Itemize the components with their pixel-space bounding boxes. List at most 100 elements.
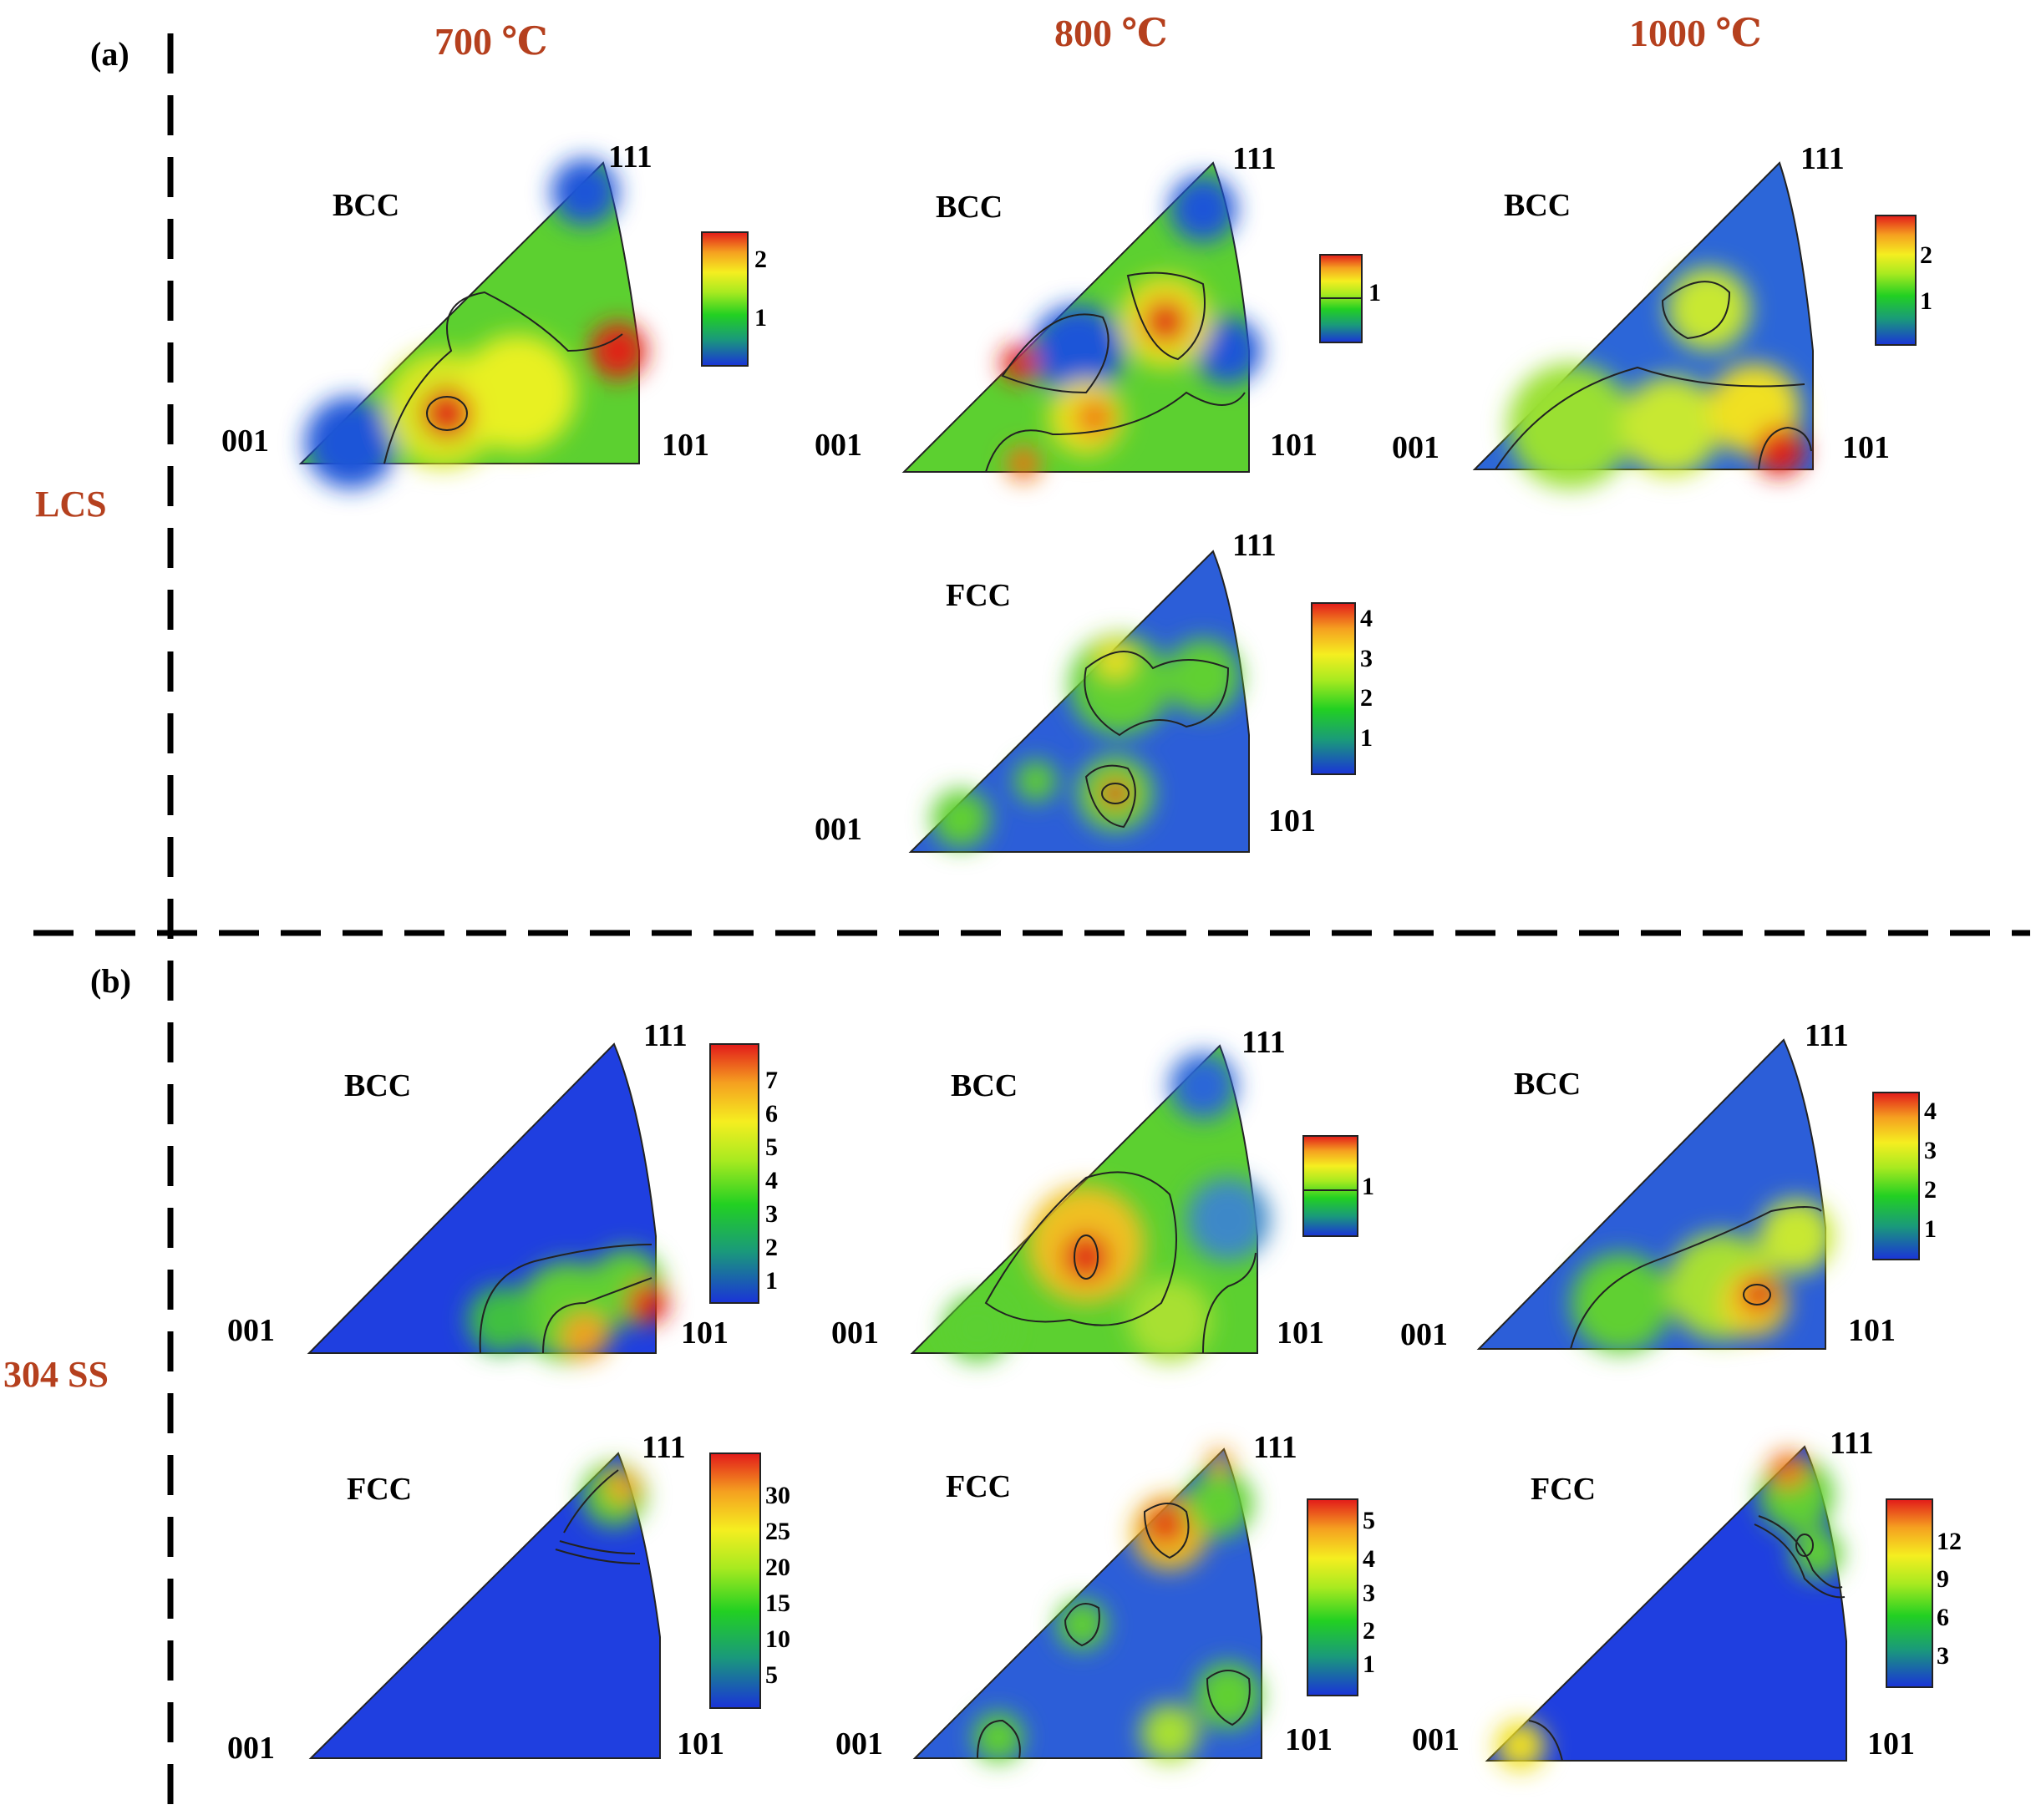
contour-line — [1570, 1206, 1822, 1350]
ipf-lcs-800-fcc: FCC 111 001 101 4 3 2 1 — [815, 528, 1373, 853]
scale-tick-label: 1 — [1924, 1215, 1937, 1243]
ipf-ss-800-fcc: FCC 111 001 101 5 4 3 2 1 — [835, 1430, 1375, 1762]
scale-tick-label: 2 — [754, 246, 767, 273]
corner-label-001: 001 — [835, 1726, 883, 1762]
corner-label-101: 101 — [1867, 1726, 1915, 1762]
texture-hotspots — [944, 1052, 1270, 1361]
color-scale-bar — [709, 1043, 759, 1304]
scale-tick-label: 5 — [765, 1661, 778, 1689]
corner-label-101: 101 — [1842, 430, 1890, 465]
contour-line — [1064, 1603, 1100, 1647]
scale-tick-label: 12 — [1937, 1528, 1962, 1555]
scale-tick-label: 1 — [1368, 279, 1381, 307]
scale-tick-label: 3 — [1937, 1642, 1949, 1670]
scale-tick-label: 1 — [765, 1267, 778, 1295]
corner-label-101: 101 — [1848, 1313, 1896, 1348]
scale-tick-label: 10 — [765, 1625, 790, 1653]
scale-tick-label: 1 — [1360, 724, 1373, 752]
phase-label: BCC — [333, 188, 399, 223]
corner-label-111: 111 — [643, 1018, 688, 1053]
scale-tick-label: 2 — [1363, 1617, 1375, 1645]
corner-label-111: 111 — [642, 1430, 686, 1465]
ipf-ss-700-bcc: BCC 111 001 101 7 6 5 4 3 2 1 — [227, 1018, 778, 1361]
corner-label-111: 111 — [1805, 1018, 1849, 1053]
contour-line — [985, 391, 1246, 473]
scale-tick-label: 3 — [1924, 1137, 1937, 1164]
ipf-ss-1000-fcc: FCC 111 001 101 12 9 6 3 — [1412, 1426, 1962, 1771]
contour-peak — [1795, 1534, 1814, 1557]
column-header-1000: 1000 ℃ — [1629, 12, 1762, 54]
phase-label: BCC — [1514, 1067, 1581, 1102]
contour-line — [1126, 271, 1206, 361]
corner-label-101: 101 — [1270, 428, 1318, 463]
phase-label: BCC — [936, 190, 1003, 225]
ipf-ss-1000-bcc: BCC 111 001 101 4 3 2 1 — [1400, 1018, 1937, 1353]
color-scale-bar — [1311, 602, 1356, 775]
contour-peak — [426, 396, 468, 431]
corner-label-111: 111 — [1830, 1426, 1874, 1461]
phase-label: BCC — [951, 1068, 1018, 1103]
corner-label-111: 111 — [1253, 1430, 1297, 1465]
scale-tick-label: 1 — [1920, 287, 1932, 315]
corner-label-001: 001 — [815, 428, 862, 463]
contour-line — [559, 1540, 636, 1554]
contour-line — [563, 1469, 619, 1534]
color-scale-bar — [1875, 215, 1917, 346]
contour-line — [1206, 1670, 1251, 1726]
phase-label: FCC — [946, 578, 1011, 613]
contour-line — [542, 1277, 652, 1354]
ipf-ss-700-fcc: FCC 111 001 101 30 25 20 15 10 5 — [227, 1430, 790, 1766]
scale-tick-label: 30 — [765, 1482, 790, 1509]
corner-label-001: 001 — [221, 423, 269, 459]
scale-tick-label: 5 — [1363, 1507, 1375, 1534]
texture-hotspots — [1508, 267, 1805, 489]
scale-tick-label: 4 — [1924, 1098, 1937, 1125]
scale-tick-label: 6 — [1937, 1604, 1949, 1631]
texture-hotspots — [468, 1249, 668, 1361]
corner-label-001: 001 — [227, 1731, 275, 1766]
corner-label-111: 111 — [1232, 528, 1277, 563]
contour-line — [1758, 426, 1812, 470]
contour-line — [1661, 281, 1731, 340]
column-header-700: 700 ℃ — [434, 20, 548, 63]
ipf-ss-800-bcc: BCC 111 001 101 1 — [831, 1025, 1374, 1361]
color-scale-bar — [1886, 1498, 1933, 1688]
corner-label-001: 001 — [815, 812, 862, 847]
contour-line — [977, 1719, 1021, 1759]
corner-label-001: 001 — [831, 1316, 879, 1351]
scale-tick-label: 4 — [1363, 1545, 1375, 1573]
contour-line — [1084, 764, 1136, 829]
corner-label-001: 001 — [1392, 430, 1439, 465]
color-scale-bar — [701, 231, 749, 367]
scale-tick-label: 4 — [765, 1167, 778, 1194]
scale-tick-label: 15 — [765, 1589, 790, 1617]
row-label-lcs: LCS — [35, 484, 107, 525]
corner-label-001: 001 — [1400, 1317, 1448, 1352]
contour-line — [555, 1549, 641, 1564]
corner-label-101: 101 — [1285, 1722, 1333, 1757]
corner-label-101: 101 — [662, 428, 709, 463]
contour-peak — [1074, 1234, 1099, 1280]
scale-tick-label: 9 — [1937, 1565, 1949, 1593]
corner-label-111: 111 — [1232, 141, 1277, 176]
corner-label-101: 101 — [1268, 804, 1316, 839]
contour-line — [479, 1244, 652, 1354]
color-scale-bar — [1307, 1498, 1358, 1696]
scale-tick-label: 7 — [765, 1067, 778, 1094]
scale-tick-label: 25 — [765, 1518, 790, 1545]
scale-tick-label: 2 — [1920, 241, 1932, 269]
scale-tick-label: 1 — [754, 304, 767, 332]
texture-hotspots — [1001, 175, 1262, 480]
panel-label-b: (b) — [90, 962, 131, 1000]
color-scale-bar — [1302, 1135, 1358, 1237]
ipf-lcs-800-bcc: BCC 111 001 101 1 — [815, 141, 1381, 480]
scale-tick-label: 2 — [1924, 1176, 1937, 1204]
row-label-304ss: 304 SS — [3, 1354, 109, 1395]
contour-line — [1528, 1720, 1563, 1762]
contour-line — [1001, 313, 1109, 394]
contour-line — [1084, 651, 1230, 737]
corner-label-101: 101 — [677, 1726, 724, 1762]
scale-tick-label: 3 — [1360, 645, 1373, 672]
ipf-lcs-700-bcc: BCC 111 001 101 2 1 — [221, 139, 767, 489]
